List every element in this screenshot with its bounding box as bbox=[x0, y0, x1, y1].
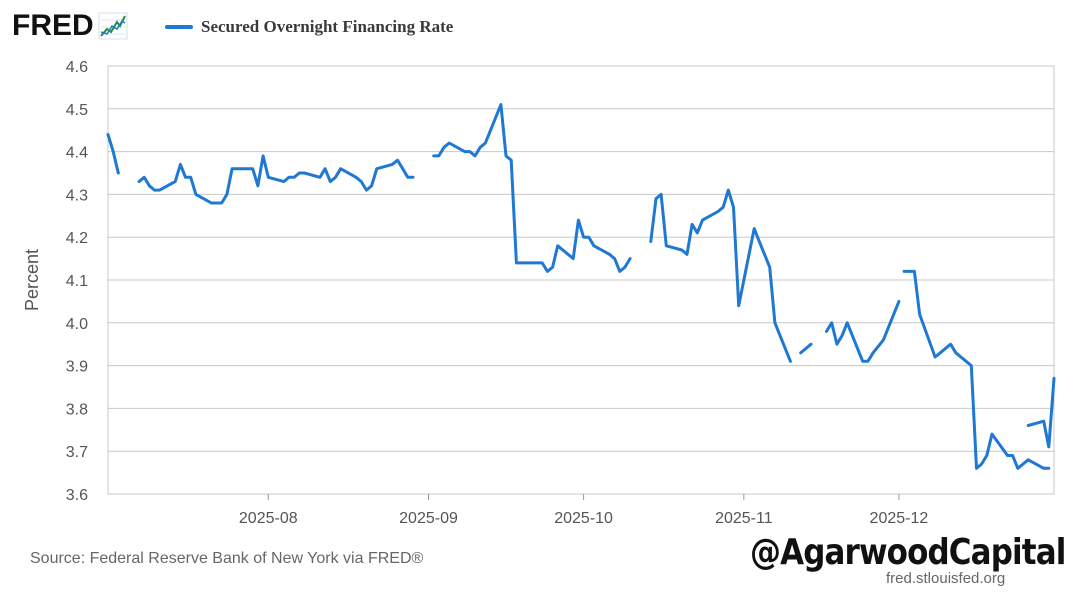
series-line-segment bbox=[432, 103, 632, 273]
series-line-segment bbox=[106, 133, 120, 175]
fred-header: FRED bbox=[12, 6, 128, 46]
y-tick-label: 3.6 bbox=[66, 487, 88, 504]
y-tick-label: 4.5 bbox=[66, 102, 88, 119]
source-note: Source: Federal Reserve Bank of New York… bbox=[30, 550, 424, 567]
plot-frame bbox=[107, 65, 1055, 495]
y-tick-label: 4.6 bbox=[66, 59, 88, 76]
y-tick-label: 3.7 bbox=[66, 444, 88, 461]
series-line-segment bbox=[649, 188, 792, 363]
series-line-segment bbox=[799, 342, 813, 355]
y-tick-label: 4.1 bbox=[66, 273, 88, 290]
watermark: @AgarwoodCapital bbox=[750, 532, 1066, 573]
y-tick-label: 4.2 bbox=[66, 230, 88, 247]
series-line-segment bbox=[825, 299, 901, 363]
x-tick-label: 2025-08 bbox=[239, 510, 298, 527]
y-tick-label: 4.4 bbox=[66, 145, 88, 162]
legend-swatch bbox=[165, 25, 193, 29]
y-tick-label: 4.3 bbox=[66, 187, 88, 204]
y-axis-label: Percent bbox=[22, 249, 42, 311]
x-tick-label: 2025-10 bbox=[554, 510, 613, 527]
chart-legend: Secured Overnight Financing Rate bbox=[165, 17, 453, 37]
y-tick-label: 3.8 bbox=[66, 401, 88, 418]
y-tick-label: 4.0 bbox=[66, 316, 88, 333]
x-tick-label: 2025-12 bbox=[870, 510, 929, 527]
legend-label: Secured Overnight Financing Rate bbox=[201, 17, 454, 36]
series-line-segment bbox=[137, 154, 415, 205]
fred-logo[interactable]: FRED bbox=[12, 9, 94, 42]
fred-url[interactable]: fred.stlouisfed.org bbox=[886, 570, 1006, 587]
y-tick-label: 3.9 bbox=[66, 359, 88, 376]
series-line-segment bbox=[1026, 376, 1056, 449]
trend-line-icon bbox=[98, 12, 128, 40]
series-line-segment bbox=[902, 269, 1051, 470]
x-tick-label: 2025-09 bbox=[399, 510, 458, 527]
x-tick-label: 2025-11 bbox=[715, 510, 773, 527]
